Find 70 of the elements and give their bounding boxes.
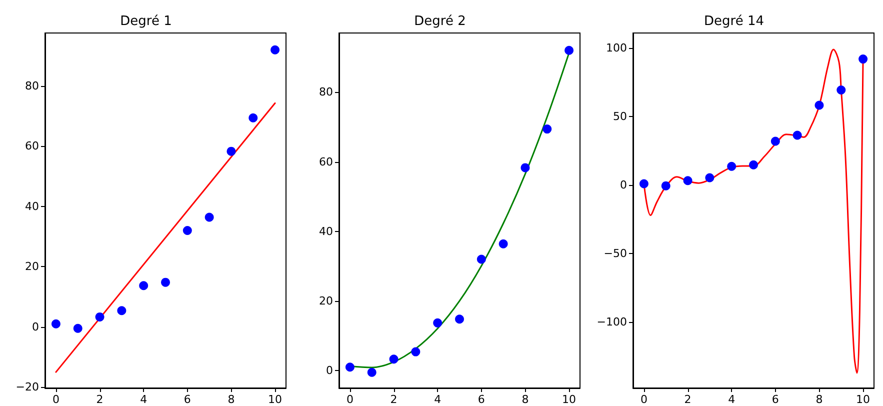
chart-title: Degré 2: [414, 14, 466, 29]
y-tick-label: 50: [613, 110, 627, 124]
point: [389, 354, 398, 364]
point: [858, 54, 868, 64]
x-tick-label: 6: [772, 393, 779, 406]
point: [542, 124, 552, 134]
y-tick-label: 80: [25, 79, 39, 92]
x-tick-label: 4: [140, 393, 148, 406]
point: [204, 212, 214, 222]
point: [411, 347, 420, 356]
point: [73, 324, 82, 333]
y-tick-label: −100: [596, 316, 627, 329]
point: [161, 278, 170, 287]
point: [117, 306, 126, 316]
chart-title: Degré 14: [704, 14, 764, 29]
point: [520, 163, 530, 172]
point: [792, 130, 802, 140]
point: [683, 176, 692, 186]
y-tick-label: 20: [25, 260, 39, 274]
point: [749, 160, 758, 170]
point: [270, 45, 280, 54]
chart-title: Degré 1: [120, 14, 172, 29]
y-tick-label: 0: [326, 364, 333, 378]
point: [661, 181, 670, 190]
y-tick-label: 100: [606, 42, 627, 55]
point: [95, 312, 104, 322]
y-tick-label: 40: [319, 224, 333, 238]
x-tick-label: 8: [228, 393, 235, 406]
point: [433, 318, 442, 328]
y-tick-label: 0: [620, 178, 627, 192]
point: [139, 281, 148, 290]
point: [226, 146, 236, 156]
x-tick-label: 6: [478, 393, 485, 406]
y-tick-label: 20: [319, 294, 333, 308]
x-tick-label: 2: [390, 393, 398, 406]
x-tick-label: 4: [728, 393, 736, 406]
y-tick-label: −50: [604, 247, 627, 260]
x-tick-label: 0: [52, 393, 60, 406]
point: [639, 179, 648, 188]
x-tick-label: 2: [96, 393, 104, 406]
y-tick-label: 0: [32, 320, 39, 334]
x-tick-label: 8: [816, 393, 823, 406]
x-tick-label: 0: [346, 393, 354, 406]
x-tick-label: 10: [562, 393, 576, 406]
point: [564, 46, 574, 55]
point: [498, 239, 508, 248]
y-tick-label: 60: [319, 155, 333, 168]
x-tick-label: 4: [434, 393, 442, 406]
x-tick-label: 0: [640, 393, 648, 406]
point: [727, 162, 736, 171]
point: [248, 113, 258, 122]
y-tick-label: 40: [25, 200, 39, 213]
point: [455, 314, 464, 324]
point: [367, 368, 376, 377]
x-tick-label: 6: [184, 393, 191, 406]
point: [814, 100, 824, 110]
y-tick-label: 60: [25, 140, 39, 153]
x-tick-label: 2: [684, 393, 692, 406]
y-tick-label: 80: [319, 86, 333, 99]
x-tick-label: 10: [268, 393, 282, 406]
point: [476, 254, 486, 264]
point: [705, 173, 714, 182]
x-tick-label: 8: [522, 393, 529, 406]
x-tick-label: 10: [856, 393, 870, 406]
point: [836, 86, 846, 95]
point: [51, 319, 60, 328]
point: [182, 226, 192, 236]
point: [345, 362, 354, 372]
point: [770, 136, 780, 146]
y-tick-label: −20: [16, 380, 39, 394]
